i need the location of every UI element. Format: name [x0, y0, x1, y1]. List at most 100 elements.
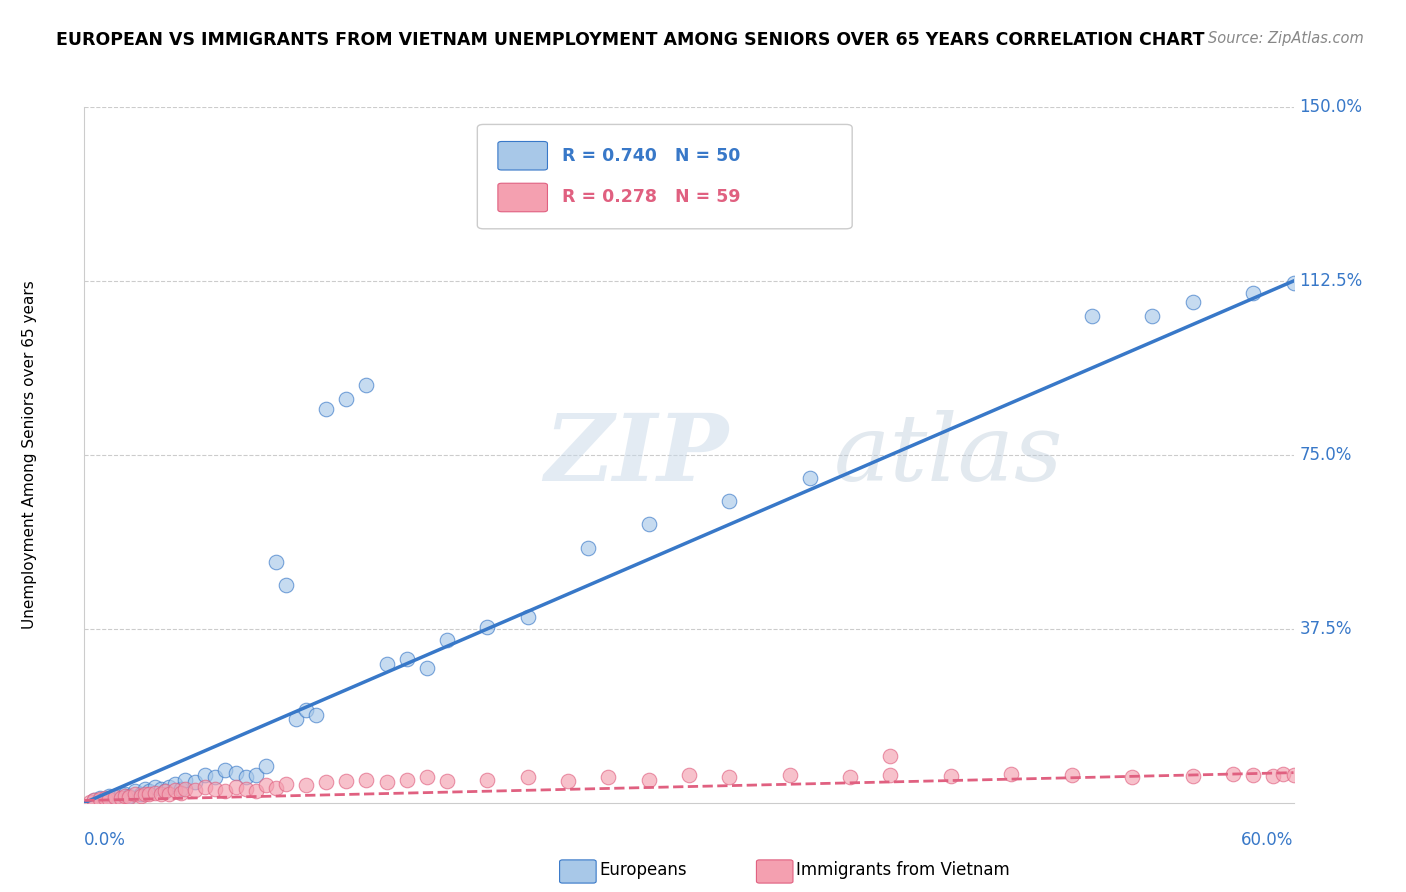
Point: [335, 392, 357, 407]
Point: [184, 775, 207, 789]
Point: [598, 770, 620, 784]
Point: [149, 788, 172, 802]
Point: [1241, 768, 1264, 782]
Point: [436, 633, 458, 648]
Text: ZIP: ZIP: [544, 410, 728, 500]
Text: R = 0.740   N = 50: R = 0.740 N = 50: [562, 147, 741, 165]
Point: [1121, 770, 1143, 784]
Point: [305, 707, 328, 722]
Point: [1263, 769, 1285, 783]
Point: [93, 791, 115, 805]
Point: [254, 758, 277, 772]
Text: Unemployment Among Seniors over 65 years: Unemployment Among Seniors over 65 years: [22, 281, 38, 629]
Point: [214, 784, 236, 798]
Point: [375, 657, 398, 671]
Point: [93, 792, 115, 806]
Point: [124, 788, 146, 802]
Text: 75.0%: 75.0%: [1299, 446, 1353, 464]
Point: [235, 770, 257, 784]
Text: R = 0.278   N = 59: R = 0.278 N = 59: [562, 188, 741, 206]
Point: [264, 780, 287, 795]
Point: [129, 787, 152, 801]
FancyBboxPatch shape: [498, 183, 547, 211]
Point: [118, 789, 141, 803]
Point: [129, 789, 152, 803]
Point: [637, 517, 659, 532]
Text: Europeans: Europeans: [599, 861, 686, 879]
Point: [138, 788, 160, 802]
Text: EUROPEAN VS IMMIGRANTS FROM VIETNAM UNEMPLOYMENT AMONG SENIORS OVER 65 YEARS COR: EUROPEAN VS IMMIGRANTS FROM VIETNAM UNEM…: [56, 31, 1205, 49]
Point: [879, 768, 901, 782]
Point: [576, 541, 599, 555]
Point: [395, 772, 418, 787]
Point: [1222, 767, 1244, 781]
FancyBboxPatch shape: [498, 142, 547, 170]
Point: [516, 610, 538, 624]
Point: [254, 778, 277, 792]
Text: 150.0%: 150.0%: [1299, 98, 1362, 116]
Point: [264, 555, 287, 569]
Point: [170, 781, 193, 796]
Point: [194, 768, 217, 782]
Point: [204, 781, 226, 796]
Point: [295, 778, 318, 792]
Point: [83, 793, 105, 807]
Text: 37.5%: 37.5%: [1299, 620, 1353, 638]
Point: [79, 795, 101, 809]
Point: [204, 770, 226, 784]
Point: [718, 494, 741, 508]
Point: [416, 661, 439, 675]
Text: 0.0%: 0.0%: [84, 830, 127, 848]
Text: Immigrants from Vietnam: Immigrants from Vietnam: [796, 861, 1010, 879]
Point: [779, 768, 801, 782]
Point: [1272, 767, 1295, 781]
Point: [225, 765, 247, 780]
Point: [114, 787, 136, 801]
Point: [274, 578, 297, 592]
Point: [516, 770, 538, 784]
Point: [149, 781, 172, 796]
Point: [356, 772, 378, 787]
Point: [315, 401, 337, 416]
Point: [157, 780, 180, 794]
Point: [1181, 294, 1204, 309]
Point: [104, 790, 127, 805]
Point: [153, 784, 176, 798]
Point: [165, 782, 187, 797]
Point: [678, 768, 700, 782]
Point: [416, 770, 439, 784]
Point: [335, 773, 357, 788]
Point: [1060, 768, 1083, 782]
Point: [1081, 309, 1104, 323]
Point: [157, 787, 180, 801]
Point: [395, 652, 418, 666]
Point: [274, 777, 297, 791]
Point: [97, 789, 120, 803]
Point: [83, 793, 105, 807]
Point: [939, 769, 962, 783]
Point: [165, 777, 187, 791]
Point: [375, 775, 398, 789]
Point: [134, 781, 156, 796]
Point: [295, 703, 318, 717]
Point: [184, 782, 207, 797]
Point: [124, 784, 146, 798]
Point: [134, 787, 156, 801]
Point: [1282, 277, 1305, 291]
Point: [245, 768, 267, 782]
Point: [174, 781, 197, 796]
Point: [637, 772, 659, 787]
Point: [143, 786, 166, 800]
Point: [235, 781, 257, 796]
Point: [153, 784, 176, 798]
Point: [879, 749, 901, 764]
Point: [799, 471, 821, 485]
Text: atlas: atlas: [834, 410, 1063, 500]
Point: [718, 770, 741, 784]
Point: [138, 784, 160, 798]
Point: [245, 784, 267, 798]
Point: [557, 773, 579, 788]
Point: [97, 792, 120, 806]
Point: [477, 619, 499, 633]
Point: [174, 772, 197, 787]
